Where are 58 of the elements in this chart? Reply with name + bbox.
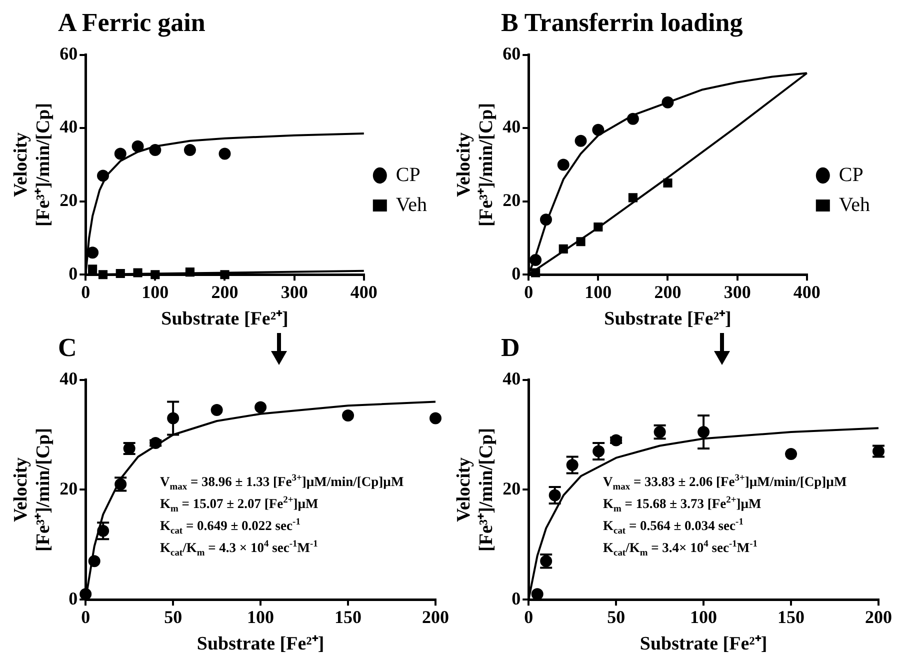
y-tick-label: 20 (502, 190, 521, 210)
y-axis-title: Velocity [Fe³⁺]/min/[Cp] (10, 428, 54, 552)
x-tick-label: 0 (81, 282, 90, 302)
annotation: V$_{max}$ = 38.96 ± 1.33 [Fe$^{3+}$]µM/min/[Cp]µM (160, 472, 404, 493)
text: K$_{cat}$/K$_{m}$ = 3.4× 10$^{4}$ sec$^{-1}$M$^{-1}$ (603, 540, 758, 559)
x-tick-label: 0 (81, 607, 90, 628)
x-tick-label: 0 (524, 607, 534, 628)
chart-title: D (501, 333, 520, 362)
x-tick-label: 150 (334, 607, 362, 628)
x-tick-label: 200 (865, 607, 892, 628)
x-tick-label: 300 (280, 282, 308, 302)
x-tick-label: 100 (690, 607, 718, 628)
x-tick-label: 50 (164, 607, 182, 628)
x-tick-label: 150 (778, 607, 805, 628)
legend-label: Veh (838, 194, 870, 216)
y-tick-label: 60 (502, 43, 521, 64)
x-tick-label: 0 (524, 282, 534, 302)
chart-title: A Ferric gain (58, 8, 206, 37)
y-tick-label: 0 (68, 263, 78, 284)
y-axis-title: Velocity [Fe³⁺]/min/[Cp] (453, 102, 498, 226)
y-axis-title: Velocity [Fe³⁺]/min/[Cp] (10, 102, 54, 226)
x-axis-title: Substrate [Fe²⁺] (161, 308, 288, 330)
x-tick-label: 300 (724, 282, 751, 302)
y-tick-label: 20 (502, 478, 521, 498)
y-tick-label: 40 (60, 116, 78, 137)
chart-title: C (58, 333, 77, 362)
y-tick-label: 60 (60, 43, 78, 64)
annotation: V$_{max}$ = 33.83 ± 2.06 [Fe$^{3+}$]µM/min/[Cp]µM (603, 472, 847, 493)
x-axis-title: Substrate [Fe²⁺] (604, 308, 732, 330)
x-tick-label: 400 (793, 282, 820, 302)
annotation: K$_{m}$ = 15.68 ± 3.73 [Fe$^{2+}$]µM (603, 494, 762, 515)
annotation: K$_{cat}$ = 0.649 ± 0.022 sec$^{-1}$ (160, 516, 302, 537)
y-tick-label: 40 (60, 368, 78, 388)
x-tick-label: 100 (142, 282, 169, 302)
legend-label: CP (396, 164, 420, 186)
y-tick-label: 20 (60, 478, 78, 498)
x-axis-title: Substrate [Fe²⁺] (640, 634, 768, 655)
x-tick-label: 400 (350, 282, 378, 302)
x-tick-label: 200 (422, 607, 449, 628)
x-tick-label: 100 (584, 282, 612, 302)
y-tick-label: 20 (60, 190, 78, 210)
y-tick-label: 0 (512, 263, 521, 284)
y-tick-label: 0 (512, 588, 521, 608)
legend-label: CP (838, 164, 864, 186)
legend-label: Veh (396, 194, 428, 216)
y-tick-label: 0 (68, 588, 78, 608)
annotation: K$_{cat}$ = 0.564 ± 0.034 sec$^{-1}$ (603, 516, 744, 537)
chart-title: B Transferrin loading (501, 8, 743, 37)
y-tick-label: 40 (502, 116, 521, 137)
annotation: K$_{m}$ = 15.07 ± 2.07 [Fe$^{2+}$]µM (160, 494, 320, 515)
x-axis-title: Substrate [Fe²⁺] (196, 634, 324, 655)
y-axis-title: Velocity [Fe³⁺]/min/[Cp] (453, 428, 498, 552)
x-tick-label: 100 (247, 607, 274, 628)
y-tick-label: 40 (502, 368, 521, 388)
x-tick-label: 200 (211, 282, 238, 302)
text: K$_{cat}$/K$_{m}$ = 4.3 × 10$^{4}$ sec$^{-1}$M$^{-1}$ (160, 540, 318, 559)
x-tick-label: 200 (654, 282, 682, 302)
x-tick-label: 50 (607, 607, 626, 628)
